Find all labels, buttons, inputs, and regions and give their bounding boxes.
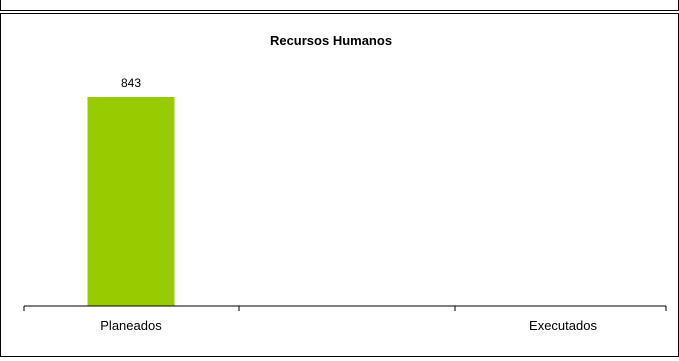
bar-chart: Recursos Humanos 843 Planeados Executados [23, 33, 667, 333]
bar-planeados [87, 97, 175, 306]
data-label-planeados: 843 [121, 76, 141, 90]
top-frame-strip [0, 0, 679, 11]
x-axis: Planeados Executados [23, 305, 667, 333]
category-label-planeados: Planeados [100, 318, 162, 333]
bars-layer: 843 [87, 76, 175, 306]
chart-title: Recursos Humanos [270, 33, 392, 48]
chart-frame: Recursos Humanos 843 Planeados Executados [0, 13, 679, 357]
category-label-executados: Executados [529, 318, 597, 333]
